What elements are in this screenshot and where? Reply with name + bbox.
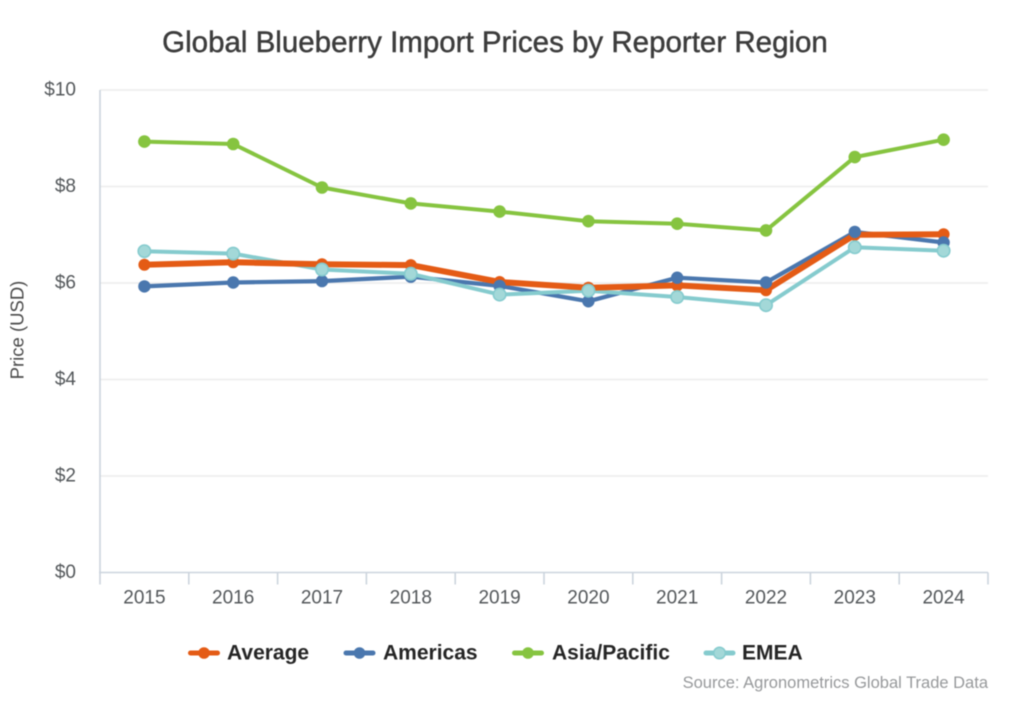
svg-text:Price (USD): Price (USD) xyxy=(7,281,28,380)
svg-text:$2: $2 xyxy=(55,466,76,487)
svg-text:Source: Agronometrics Global T: Source: Agronometrics Global Trade Data xyxy=(683,674,989,692)
svg-text:Asia/Pacific: Asia/Pacific xyxy=(552,642,670,665)
svg-text:2015: 2015 xyxy=(123,588,165,609)
svg-text:2016: 2016 xyxy=(212,588,254,609)
svg-text:EMEA: EMEA xyxy=(742,642,803,665)
svg-text:2020: 2020 xyxy=(567,588,609,609)
svg-text:2021: 2021 xyxy=(656,588,698,609)
svg-text:$10: $10 xyxy=(44,80,76,101)
svg-text:2022: 2022 xyxy=(745,588,787,609)
svg-text:$4: $4 xyxy=(55,369,77,390)
svg-text:Americas: Americas xyxy=(383,642,478,665)
svg-text:Average: Average xyxy=(227,642,309,665)
svg-text:2023: 2023 xyxy=(834,588,876,609)
svg-text:2019: 2019 xyxy=(478,588,520,609)
svg-text:2024: 2024 xyxy=(922,588,965,609)
svg-text:2017: 2017 xyxy=(301,588,343,609)
svg-text:2018: 2018 xyxy=(390,588,432,609)
svg-text:$0: $0 xyxy=(55,562,76,583)
svg-text:$6: $6 xyxy=(55,273,76,294)
svg-text:Global Blueberry Import Prices: Global Blueberry Import Prices by Report… xyxy=(162,26,828,59)
svg-text:$8: $8 xyxy=(55,176,76,197)
